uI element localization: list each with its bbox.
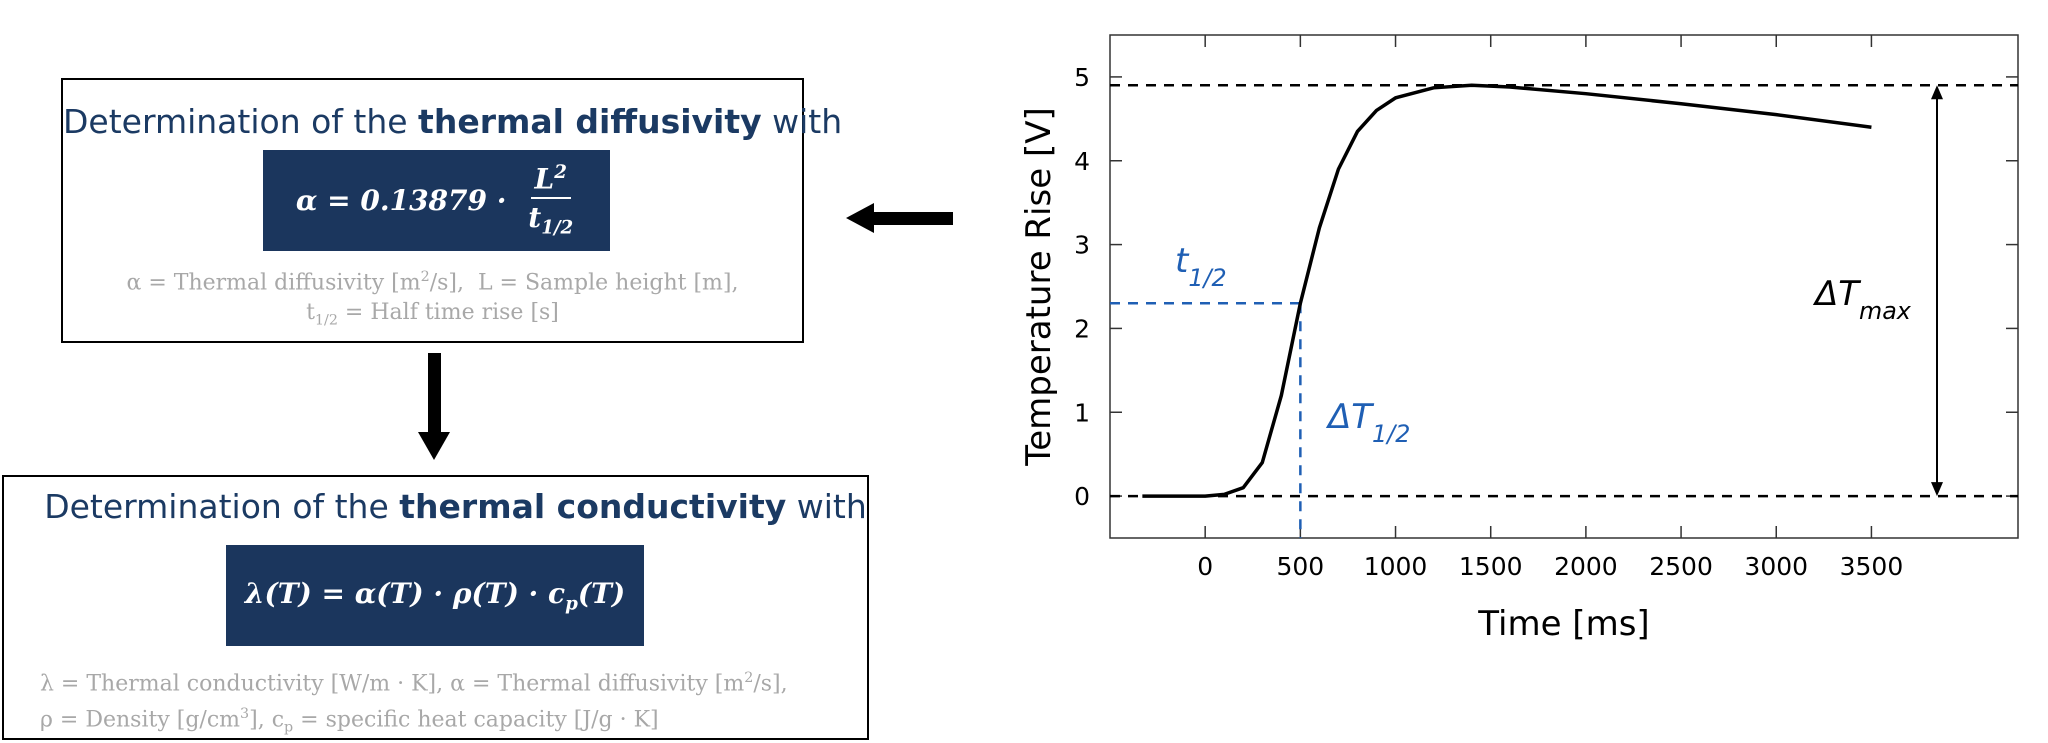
heading: Determination of the thermal conductivit… [4,487,867,526]
note-line: α = Thermal diffusivity [m2/s], L = Samp… [63,262,802,298]
text: 1/2 [1372,420,1410,448]
text: with [786,487,867,526]
fraction: L2 t1/2 [524,162,577,239]
plot-frame [1109,34,2019,539]
x-tick-label: 3500 [1840,552,1904,581]
text: t [528,201,542,235]
x-tick-label: 2500 [1649,552,1713,581]
text: 2 [554,162,567,184]
note-line: ρ = Density [g/cm3], cp = specific heat … [40,699,867,743]
text: thermal diffusivity [418,102,762,141]
y-tick-label: 1 [1074,398,1090,427]
x-tick-label: 1500 [1459,552,1523,581]
text: α = Thermal diffusivity [m [126,270,421,296]
text: 3 [240,706,250,723]
text: 1/2 [314,312,338,329]
arrow-down [418,353,450,460]
text: p [284,720,294,737]
x-tick-label: 0 [1197,552,1213,581]
notes: α = Thermal diffusivity [m2/s], L = Samp… [63,262,802,336]
curve [1142,83,1872,498]
text: 1/2 [541,217,574,239]
text: α = 0.13879 · [295,184,517,217]
arrow-head [1931,85,1943,100]
text: /s], [753,671,788,697]
x-tick-label: 1000 [1364,552,1428,581]
text: ρ = Density [g/cm [40,707,241,733]
annotation: ΔTmax [1812,274,1912,325]
text: = Half time rise [s] [337,300,559,326]
y-tick-label: 4 [1074,147,1090,176]
note-line: λ = Thermal conductivity [W/m · K], α = … [40,663,867,699]
text: = specific heat capacity [J/g · K] [293,707,659,733]
arrow-left [846,203,953,233]
denominator: t1/2 [524,199,577,239]
text: t [1175,241,1190,281]
x-tick-label: 500 [1276,552,1324,581]
y-tick-label: 5 [1074,63,1090,92]
text: L [534,162,555,196]
x-tick-label: 2000 [1554,552,1618,581]
y-axis-label: Temperature Rise [V] [1019,107,1059,466]
text: max [1859,297,1912,325]
note-line: t1/2 = Half time rise [s] [63,298,802,335]
heading: Determination of the thermal diffusivity… [63,102,842,141]
text: Determination of the [44,487,400,526]
text: 2 [744,670,754,686]
formula: α = 0.13879 · L2 t1/2 [263,150,610,251]
text: ΔT [1812,274,1861,314]
text: p [565,593,578,615]
text: t [306,300,315,326]
annotation: t1/2 [1175,241,1227,292]
text: λ = Thermal conductivity [W/m · K], α = … [40,671,745,697]
text: Determination of the [63,102,419,141]
text: with [761,102,843,141]
diffusivity-box: Determination of the thermal diffusivity… [61,78,842,343]
y-tick-label: 3 [1074,231,1090,260]
conductivity-box: Determination of the thermal conductivit… [2,475,869,740]
x-tick-label: 3000 [1744,552,1808,581]
text: thermal conductivity [399,487,787,526]
text: 2 [420,269,430,285]
y-tick-label: 2 [1074,314,1090,343]
text: ΔT [1325,397,1374,437]
text: /s], L = Sample height [m], [429,270,739,296]
y-tick-label: 0 [1074,482,1090,511]
numerator: L2 [530,162,571,200]
text: ], c [249,707,285,733]
text: λ(T) = α(T) · ρ(T) · c [244,576,566,610]
notes: λ = Thermal conductivity [W/m · K], α = … [4,663,867,743]
text: (T) [577,576,626,610]
arrow-head [1931,482,1943,497]
formula-lhs: α = 0.13879 · [296,184,516,217]
formula: λ(T) = α(T) · ρ(T) · cp(T) [226,545,644,646]
formula-lhs: λ(T) = α(T) · ρ(T) · cp(T) [245,577,625,615]
annotation: ΔT1/2 [1325,397,1410,448]
x-axis-label: Time [ms] [1477,604,1649,644]
text: 1/2 [1188,264,1226,292]
